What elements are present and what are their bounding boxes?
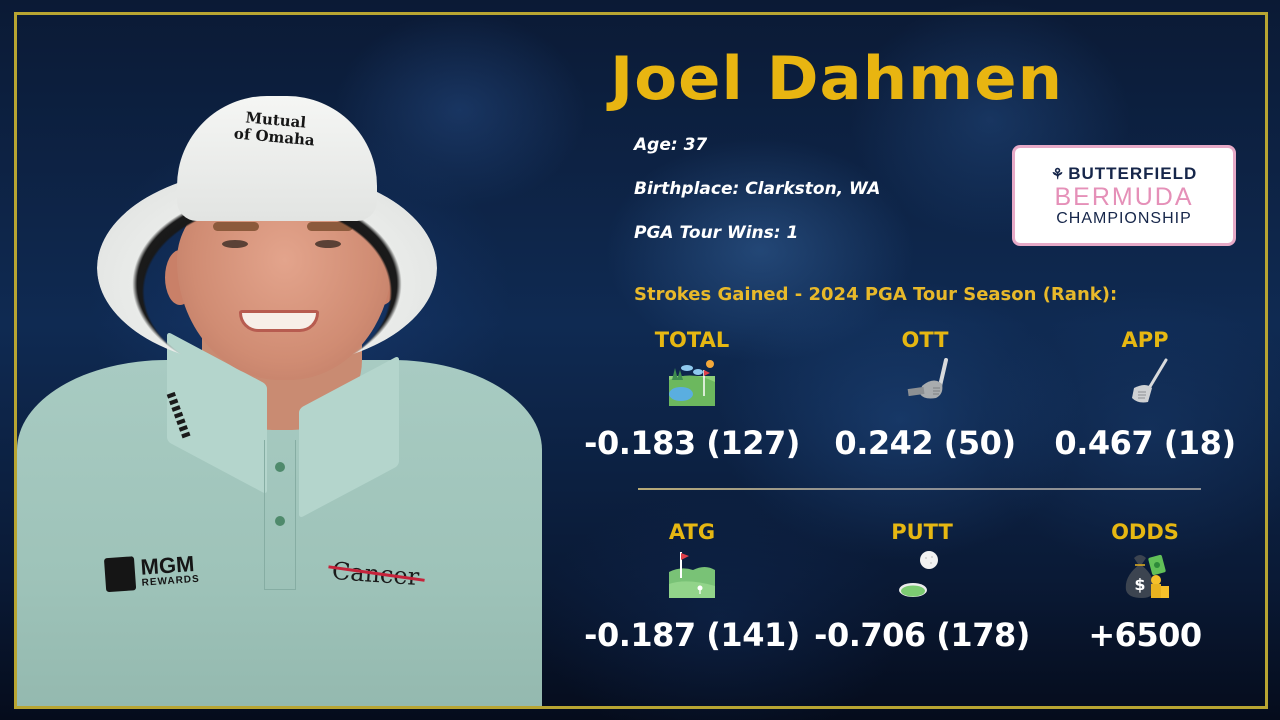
player-pga-wins: PGA Tour Wins: 1 bbox=[634, 223, 799, 243]
stat-label: TOTAL bbox=[654, 328, 730, 352]
shirt-button bbox=[275, 516, 285, 526]
lion-icon bbox=[103, 556, 137, 593]
svg-text:$: $ bbox=[1134, 575, 1145, 594]
stat-value: 0.467 (18) bbox=[1054, 424, 1236, 462]
logo-line-championship: CHAMPIONSHIP bbox=[1056, 209, 1192, 227]
driver-club-icon bbox=[907, 358, 948, 399]
shirt-button bbox=[275, 462, 285, 472]
player-age: Age: 37 bbox=[634, 135, 708, 155]
stat-label: ATG bbox=[668, 520, 716, 544]
stat-app: APP 0.467 (18) bbox=[1030, 328, 1260, 462]
player-photo: ▮▮▮▮▮▮▮ MGM REWARDS Cancer Mutual of Oma… bbox=[17, 90, 547, 706]
stat-label: PUTT bbox=[891, 520, 953, 544]
butterfield-bermuda-championship-logo: ⚘ BUTTERFIELD BERMUDA CHAMPIONSHIP bbox=[1012, 145, 1236, 246]
stat-atg: ATG -0.187 (141) bbox=[577, 520, 807, 654]
stat-value: +6500 bbox=[1088, 616, 1202, 654]
player-birthplace: Birthplace: Clarkston, WA bbox=[634, 179, 881, 199]
logo-line-bermuda: BERMUDA bbox=[1054, 182, 1194, 211]
strokes-gained-header: Strokes Gained - 2024 PGA Tour Season (R… bbox=[634, 284, 1118, 305]
bucket-hat-crown bbox=[177, 96, 377, 221]
stat-ott: OTT 0.242 (50) bbox=[810, 328, 1040, 462]
stat-value: -0.187 (141) bbox=[584, 616, 800, 654]
stat-putt: PUTT -0.706 (178) bbox=[807, 520, 1037, 654]
dragon-crest-icon: ⚘ bbox=[1050, 165, 1066, 183]
iron-club-icon bbox=[1132, 358, 1168, 403]
mgm-rewards-logo: MGM REWARDS bbox=[103, 551, 200, 593]
stat-value: -0.183 (127) bbox=[584, 424, 800, 462]
stat-total: TOTAL -0.183 (127) bbox=[577, 328, 807, 462]
stat-label: APP bbox=[1121, 328, 1169, 352]
stat-label: ODDS bbox=[1111, 520, 1179, 544]
logo-butterfield-text: BUTTERFIELD bbox=[1068, 163, 1198, 183]
player-name: Joel Dahmen bbox=[610, 44, 1064, 114]
golf-ball-hole-icon bbox=[899, 551, 938, 597]
shirt-placket bbox=[264, 440, 296, 590]
putting-green-flag-icon bbox=[669, 552, 715, 598]
logo-line-butterfield: ⚘ BUTTERFIELD bbox=[1051, 164, 1198, 184]
stat-value: 0.242 (50) bbox=[834, 424, 1016, 462]
cancer-strikethrough-logo: Cancer bbox=[331, 556, 421, 592]
golf-course-icon bbox=[669, 360, 715, 406]
stat-value: -0.706 (178) bbox=[814, 616, 1030, 654]
money-bag-icon: $ bbox=[1125, 554, 1169, 598]
stat-label: OTT bbox=[901, 328, 949, 352]
section-divider bbox=[638, 488, 1201, 490]
stat-odds: ODDS $ +6500 bbox=[1030, 520, 1260, 654]
